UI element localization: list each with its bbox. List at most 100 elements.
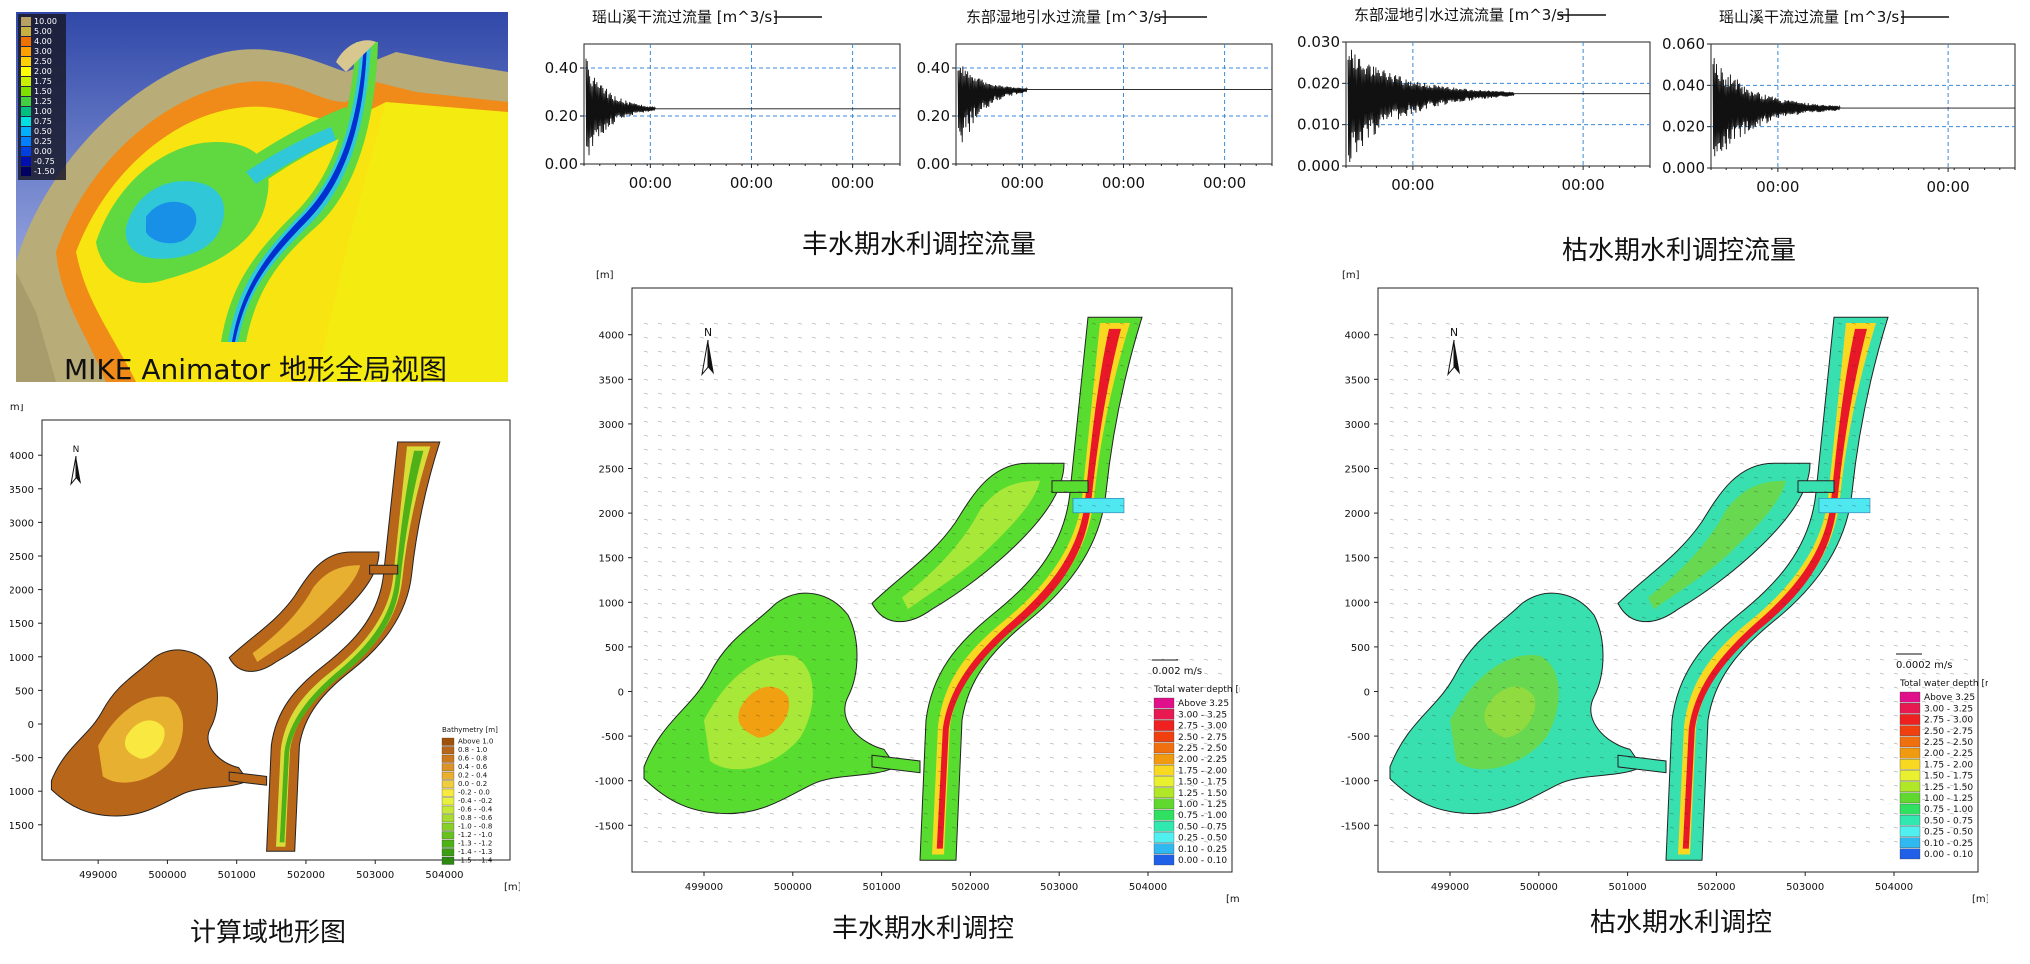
chart-1: 瑶山溪干流过流量 [m^3/s] 0.00 0.20 0.40 00:00 00:00 00…: [545, 8, 901, 192]
north-arrow-icon: [76, 456, 81, 484]
legend-swatch: [441, 805, 455, 814]
legend-swatch: [1153, 843, 1175, 854]
north-label: N: [73, 445, 80, 455]
legend-swatch: [441, 771, 455, 780]
animator-legend-swatch: [21, 17, 31, 26]
map-y-label: -1000: [10, 787, 34, 798]
connector-north: [1797, 480, 1835, 493]
legend-swatch: [441, 831, 455, 840]
wet-season-map: [m] [m] 4000 3500 3000 2500 2000 1500 1000 500 0 -5…: [595, 270, 1251, 905]
chart-series-line: [585, 58, 900, 156]
animator-legend-label: 0.00: [34, 147, 52, 156]
map-x-label: 504000: [1875, 882, 1913, 893]
bathymetry-caption: 计算域地形图: [190, 918, 347, 948]
map-y-label: 4000: [599, 331, 624, 342]
domain-east-inner: [1648, 480, 1786, 610]
connector-north: [1051, 480, 1089, 493]
dry-map-caption: 枯水期水利调控: [1590, 908, 1773, 938]
animator-legend-swatch: [21, 147, 31, 156]
animator-legend-swatch: [21, 97, 31, 106]
map-x-label: 503000: [356, 870, 394, 881]
animator-legend-swatch: [21, 167, 31, 176]
y-tick-label: 0.030: [1297, 33, 1340, 51]
animator-legend-label: 5.00: [34, 27, 52, 36]
map-x-label: 502000: [951, 882, 989, 893]
wet-map-caption: 丰水期水利调控: [832, 914, 1015, 944]
legend-label: 1.25 - 1.50: [1178, 789, 1227, 799]
animator-legend-swatch: [21, 57, 31, 66]
legend-label: -1.3 - -1.2: [458, 840, 492, 848]
y-tick-label: 0.000: [1662, 159, 1705, 177]
map-unit-x: [m]: [1972, 894, 1988, 905]
legend-label: -1.0 - -0.8: [458, 823, 492, 831]
animator-legend-swatch: [21, 137, 31, 146]
y-tick-label: 0.40: [917, 59, 950, 77]
legend-swatch: [1153, 798, 1175, 810]
map-unit-y: [m]: [596, 270, 614, 281]
map-x-label: 499000: [685, 882, 723, 893]
animator-legend-label: 2.00: [34, 67, 52, 76]
legend-label: 2.00 - 2.25: [1924, 749, 1973, 759]
legend-swatch: [1899, 826, 1921, 837]
map-y-label: 0: [1364, 687, 1370, 698]
chart-3: 东部湿地引水过流流量 [m^3/s] 0.000 0.010 0.020 0.030 00…: [1297, 6, 1651, 194]
legend-swatch: [1899, 815, 1921, 826]
map-x-label: 503000: [1786, 882, 1824, 893]
legend-label: -1.5 - -1.4: [458, 857, 493, 865]
map-x-label: 504000: [1129, 882, 1167, 893]
north-arrow-icon: [701, 339, 709, 377]
map-y-label: 4000: [1345, 331, 1370, 342]
map-y-label: -500: [11, 754, 34, 765]
connector-south: [871, 754, 921, 774]
legend-swatch: [1899, 691, 1921, 703]
map-y-label: 4000: [10, 451, 34, 462]
legend-swatch: [1153, 720, 1175, 731]
connector-south: [228, 771, 268, 786]
chart-3-panel: 东部湿地引水过流流量 [m^3/s] 0.000 0.010 0.020 0.030 00…: [1290, 0, 1660, 205]
chart-series-line: [1347, 49, 1650, 162]
legend-label: -0.2 - 0.0: [458, 789, 490, 797]
legend-swatch: [1153, 832, 1175, 843]
north-arrow-icon: [1454, 340, 1460, 375]
wet-flow-caption: 丰水期水利调控流量: [802, 230, 1037, 260]
animator-legend-label: 0.75: [34, 117, 52, 126]
animator-legend-label: 0.25: [34, 137, 52, 146]
legend-label: 0.50 - 0.75: [1924, 816, 1973, 826]
map-y-label: 1000: [599, 598, 624, 609]
north-arrow-icon: [1447, 339, 1455, 377]
domain-river-core: [1682, 328, 1867, 849]
chart-4-panel: 瑶山溪干流过流量 [m^3/s] 0.000 0.020 0.040 0.060 00:0…: [1655, 0, 2025, 205]
map-y-label: 1500: [10, 619, 34, 630]
animator-panel: 10.00 5.00 4.00 3.00 2.50 2.00 1.75 1.50 1.25 1.0…: [16, 12, 508, 383]
animator-legend-swatch: [21, 87, 31, 96]
x-tick-label: 00:00: [629, 174, 672, 192]
legend-label: 2.25 - 2.50: [1924, 738, 1973, 748]
legend-label: -0.8 - -0.6: [458, 814, 493, 822]
map-x-label: 500000: [148, 870, 186, 881]
chart-title: 东部湿地引水过流流量 [m^3/s]: [1354, 6, 1570, 24]
legend-swatch: [1153, 697, 1175, 709]
x-tick-label: 00:00: [831, 174, 874, 192]
north-label: N: [704, 326, 712, 339]
map-x-label: 499000: [79, 870, 117, 881]
map-y-label: 2000: [1345, 509, 1370, 520]
legend-label: 0.4 - 0.6: [458, 763, 488, 771]
x-tick-label: 00:00: [730, 174, 773, 192]
y-tick-label: 0.010: [1297, 116, 1340, 134]
legend-swatch: [1899, 792, 1921, 804]
chart-title: 瑶山溪干流过流量 [m^3/s]: [592, 8, 778, 26]
legend-swatch: [441, 797, 455, 806]
legend-swatch: [441, 848, 455, 857]
map-y-label: -1500: [10, 821, 34, 832]
legend-label: -1.2 - -1.0: [458, 831, 492, 839]
map-unit-x: [m]: [504, 882, 520, 893]
map-unit-y: [m]: [1342, 270, 1360, 281]
animator-legend-label: 1.00: [34, 107, 52, 116]
legend-swatch: [1899, 747, 1921, 759]
legend-label: 0.25 - 0.50: [1178, 834, 1227, 844]
map-y-label: 2000: [10, 586, 34, 597]
y-tick-label: 0.40: [545, 59, 578, 77]
animator-legend-swatch: [21, 77, 31, 86]
map-x-label: 501000: [863, 882, 901, 893]
domain-river-core: [936, 328, 1121, 849]
